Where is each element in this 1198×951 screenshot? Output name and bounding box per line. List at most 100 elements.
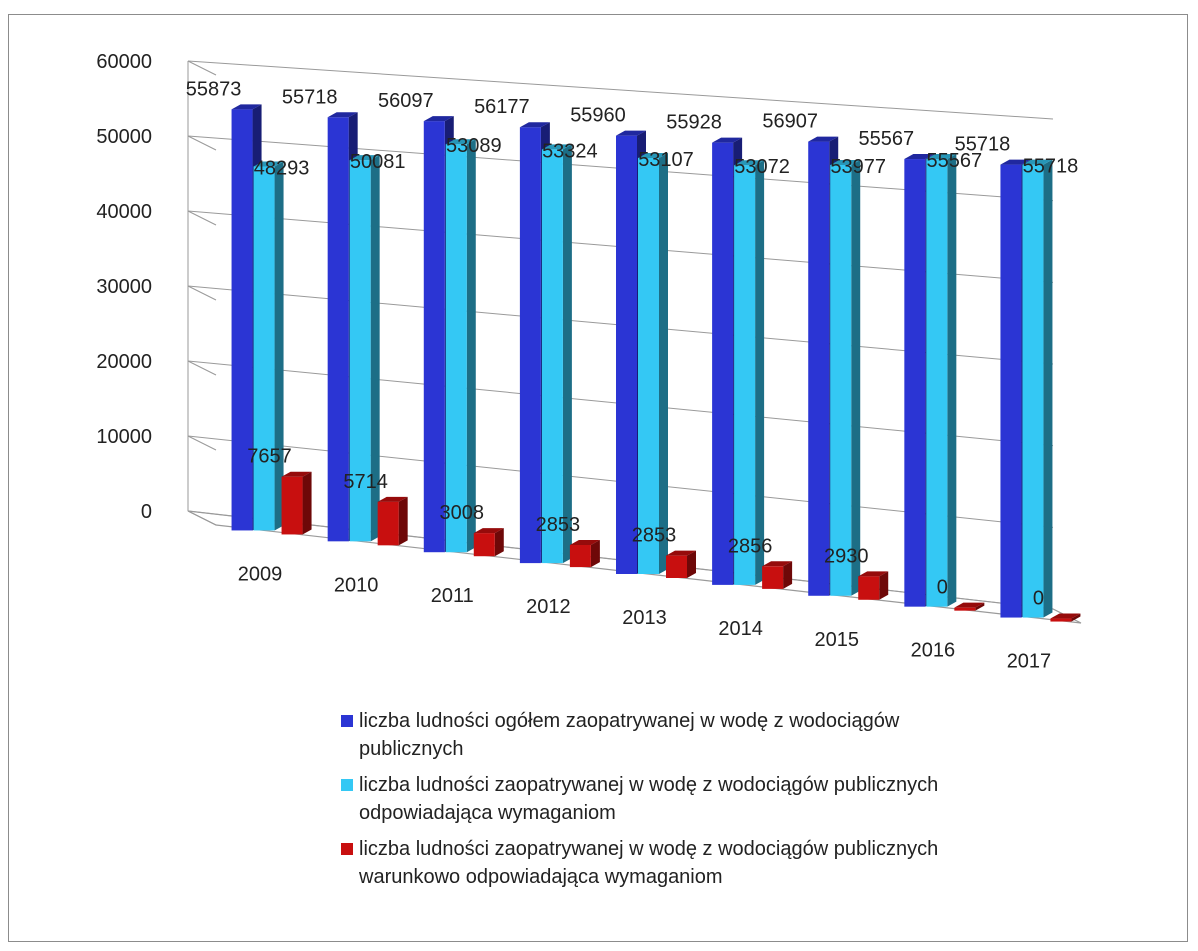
bar-side bbox=[783, 561, 793, 589]
x-tick-label: 2016 bbox=[911, 640, 956, 662]
gridline bbox=[187, 60, 1054, 120]
bar-top bbox=[541, 144, 572, 150]
bar-top bbox=[734, 160, 765, 166]
legend: liczba ludności ogółem zaopatrywanej w w… bbox=[341, 707, 959, 899]
y-tick-label: 60000 bbox=[96, 51, 152, 73]
data-label: 56097 bbox=[378, 90, 434, 112]
bar bbox=[734, 165, 756, 585]
legend-label: liczba ludności ogółem zaopatrywanej w w… bbox=[359, 710, 900, 760]
data-label: 0 bbox=[1033, 588, 1044, 610]
bar bbox=[762, 566, 784, 589]
gridline-side bbox=[187, 135, 217, 151]
bar bbox=[808, 141, 830, 596]
data-label: 7657 bbox=[247, 446, 292, 468]
bar-top bbox=[231, 104, 262, 110]
x-tick-label: 2017 bbox=[1007, 651, 1052, 673]
data-label: 53072 bbox=[734, 156, 790, 178]
data-label: 55567 bbox=[859, 128, 915, 150]
bar-top bbox=[377, 496, 408, 502]
bar-side bbox=[590, 539, 600, 568]
x-tick-label: 2010 bbox=[334, 574, 379, 596]
bar-side bbox=[274, 161, 284, 531]
bar-side bbox=[562, 144, 572, 564]
bar-top bbox=[954, 602, 985, 608]
legend-item-conditional: liczba ludności zaopatrywanej w wodę z w… bbox=[341, 835, 959, 891]
bar bbox=[349, 160, 371, 542]
data-label: 2856 bbox=[728, 535, 773, 557]
gridline-side bbox=[187, 60, 217, 76]
bar bbox=[1022, 164, 1044, 618]
data-label: 55718 bbox=[282, 86, 338, 108]
x-tick-label: 2011 bbox=[431, 585, 474, 607]
bar-side bbox=[947, 154, 957, 607]
bar-top bbox=[904, 154, 935, 160]
data-label: 48293 bbox=[254, 157, 310, 179]
x-tick-label: 2014 bbox=[718, 618, 763, 640]
data-label: 55718 bbox=[1023, 156, 1079, 178]
bar bbox=[231, 109, 253, 531]
bar-top bbox=[926, 154, 957, 160]
bar-top bbox=[616, 130, 646, 136]
legend-swatch-conditional bbox=[341, 843, 353, 855]
bar-top bbox=[445, 139, 476, 145]
bar bbox=[830, 164, 852, 596]
bar bbox=[858, 576, 880, 600]
bar bbox=[954, 607, 976, 611]
bar bbox=[445, 144, 467, 553]
bar bbox=[926, 159, 948, 607]
bar-top bbox=[1050, 613, 1081, 619]
bar bbox=[327, 117, 349, 542]
bar-top bbox=[1000, 159, 1031, 165]
bar bbox=[423, 121, 445, 553]
data-label: 55928 bbox=[666, 112, 722, 134]
legend-swatch-compliant bbox=[341, 779, 353, 791]
bar-top bbox=[473, 528, 504, 534]
gridline-side bbox=[187, 435, 217, 451]
bar-top bbox=[327, 112, 358, 118]
data-label: 55567 bbox=[927, 150, 983, 172]
data-label: 2853 bbox=[632, 525, 677, 547]
bar-top bbox=[253, 161, 284, 167]
data-label: 55718 bbox=[955, 134, 1011, 156]
bar-top bbox=[830, 159, 861, 165]
bar-top bbox=[666, 550, 696, 556]
bar-side bbox=[466, 139, 476, 553]
bar bbox=[638, 157, 659, 574]
gridline-side bbox=[187, 210, 217, 226]
bar-top bbox=[569, 539, 600, 545]
bar-chart: 0 10000 20000 30000 40000 50000 60000 55873 4829… bbox=[96, 51, 1082, 673]
legend-swatch-total bbox=[341, 715, 353, 727]
data-label: 53107 bbox=[638, 149, 694, 171]
gridline-side bbox=[187, 360, 217, 376]
bar-side bbox=[879, 571, 889, 600]
bar bbox=[904, 159, 926, 607]
bar-top bbox=[712, 137, 743, 143]
bar bbox=[253, 166, 275, 531]
chart-frame: 0 10000 20000 30000 40000 50000 60000 55873 4829… bbox=[8, 14, 1188, 942]
data-label: 53977 bbox=[830, 156, 886, 178]
y-tick-label: 0 bbox=[141, 501, 152, 523]
data-label: 55960 bbox=[570, 105, 626, 127]
data-label: 50081 bbox=[350, 151, 406, 173]
bar bbox=[1000, 164, 1022, 618]
bar-top bbox=[638, 152, 668, 158]
legend-item-total: liczba ludności ogółem zaopatrywanej w w… bbox=[341, 707, 959, 763]
y-tick-label: 20000 bbox=[96, 351, 152, 373]
bar-top bbox=[808, 136, 839, 142]
bar-side bbox=[1043, 159, 1053, 618]
bar-top bbox=[858, 571, 889, 577]
data-label: 2930 bbox=[824, 545, 869, 567]
bar bbox=[473, 533, 495, 557]
bar bbox=[616, 135, 637, 574]
bar bbox=[281, 476, 303, 535]
bar-top bbox=[281, 471, 312, 477]
bar bbox=[519, 127, 541, 564]
x-tick-label: 2012 bbox=[526, 596, 571, 618]
x-tick-label: 2009 bbox=[238, 563, 283, 585]
bar-side bbox=[687, 550, 696, 578]
data-label: 0 bbox=[937, 577, 948, 599]
data-label: 3008 bbox=[440, 502, 485, 524]
y-tick-label: 50000 bbox=[96, 126, 152, 148]
bar bbox=[666, 555, 687, 578]
bar-side bbox=[975, 602, 985, 611]
